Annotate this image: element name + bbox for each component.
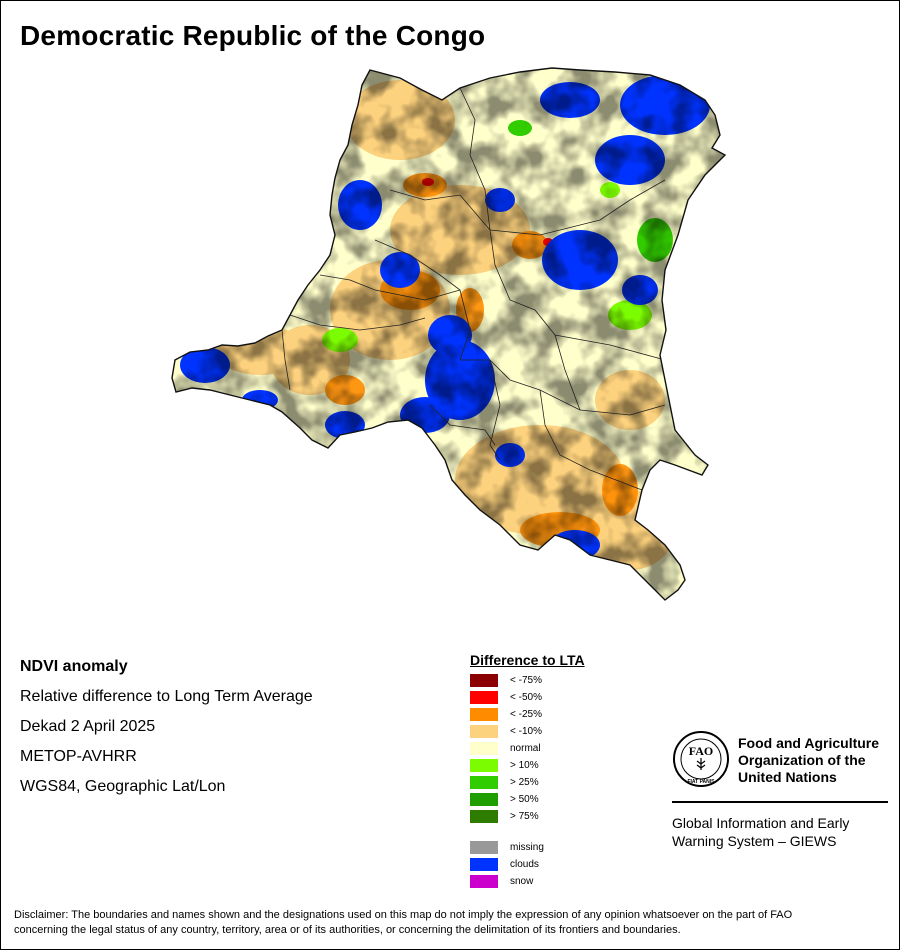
legend-label: missing bbox=[510, 842, 544, 853]
svg-text:FIAT PANIS: FIAT PANIS bbox=[687, 779, 715, 785]
legend-label: > 10% bbox=[510, 760, 539, 771]
giews-name: Global Information and Early Warning Sys… bbox=[672, 815, 850, 849]
info-sensor: METOP-AVHRR bbox=[20, 748, 137, 765]
legend-item: missing bbox=[470, 839, 650, 856]
ndvi-raster bbox=[172, 68, 725, 600]
legend-item: < -50% bbox=[470, 689, 650, 706]
legend-item: > 25% bbox=[470, 774, 650, 791]
legend-swatch bbox=[470, 742, 498, 755]
legend-item: < -75% bbox=[470, 672, 650, 689]
logo-divider bbox=[672, 801, 888, 803]
legend-swatch bbox=[470, 691, 498, 704]
info-product: NDVI anomaly bbox=[20, 658, 128, 675]
fao-emblem-icon: FAO FIAT PANIS bbox=[673, 731, 729, 787]
legend-swatch bbox=[470, 674, 498, 687]
speckle-texture bbox=[172, 68, 725, 600]
legend-title: Difference to LTA bbox=[470, 652, 585, 668]
legend-item: clouds bbox=[470, 856, 650, 873]
map-legend: Difference to LTA < -75% < -50% < -25% < -1… bbox=[470, 652, 650, 890]
legend-item: snow bbox=[470, 873, 650, 890]
legend-label: > 25% bbox=[510, 777, 539, 788]
legend-label: clouds bbox=[510, 859, 539, 870]
legend-item: > 10% bbox=[470, 757, 650, 774]
legend-label: < -50% bbox=[510, 692, 542, 703]
info-projection: WGS84, Geographic Lat/Lon bbox=[20, 778, 226, 795]
legend-item: > 50% bbox=[470, 791, 650, 808]
fao-name: Food and Agriculture Organization of the… bbox=[738, 735, 880, 785]
info-period: Dekad 2 April 2025 bbox=[20, 718, 156, 735]
info-description: Relative difference to Long Term Average bbox=[20, 688, 313, 705]
legend-swatch bbox=[470, 708, 498, 721]
disclaimer-line-1: Disclaimer: The boundaries and names sho… bbox=[14, 909, 793, 921]
disclaimer: Disclaimer: The boundaries and names sho… bbox=[14, 908, 886, 938]
legend-item: < -25% bbox=[470, 706, 650, 723]
legend-label: < -75% bbox=[510, 675, 542, 686]
province-boundaries bbox=[281, 87, 666, 491]
ndvi-anomaly-map bbox=[171, 67, 726, 601]
legend-swatch bbox=[470, 810, 498, 823]
map-info: NDVI anomaly Relative difference to Long… bbox=[20, 656, 313, 806]
legend-swatch bbox=[470, 793, 498, 806]
legend-label: normal bbox=[510, 743, 541, 754]
legend-label: < -25% bbox=[510, 709, 542, 720]
map-title: Democratic Republic of the Congo bbox=[20, 20, 486, 51]
disclaimer-line-2: concerning the legal status of any count… bbox=[14, 924, 681, 936]
legend-swatch bbox=[470, 759, 498, 772]
legend-swatch bbox=[470, 776, 498, 789]
legend-swatch bbox=[470, 858, 498, 871]
legend-label: < -10% bbox=[510, 726, 542, 737]
legend-label: > 75% bbox=[510, 811, 539, 822]
svg-text:FAO: FAO bbox=[689, 744, 713, 758]
legend-item: > 75% bbox=[470, 808, 650, 825]
legend-swatch bbox=[470, 875, 498, 888]
legend-swatch bbox=[470, 841, 498, 854]
legend-label: snow bbox=[510, 876, 534, 887]
legend-item: normal bbox=[470, 740, 650, 757]
legend-label: > 50% bbox=[510, 794, 539, 805]
legend-item: < -10% bbox=[470, 723, 650, 740]
legend-swatch bbox=[470, 725, 498, 738]
